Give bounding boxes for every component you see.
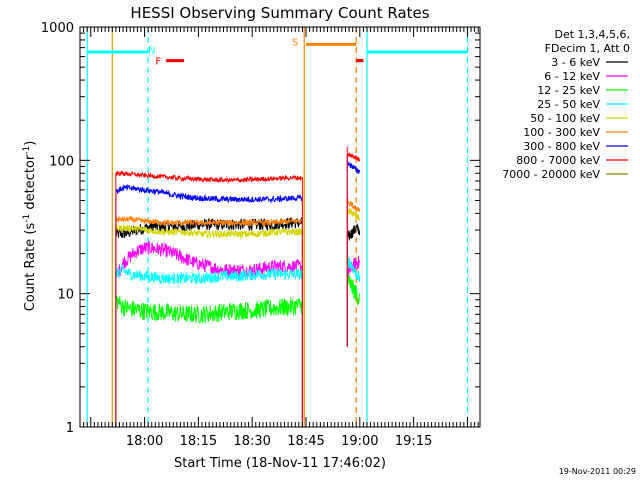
y-axis-label: Count Rate (s-1 detector-1): [22, 141, 38, 312]
x-tick-label: 18:15: [180, 434, 217, 449]
legend-label: 3 - 6 keV: [551, 56, 600, 69]
x-tick-label: 19:15: [395, 434, 432, 449]
legend-label: 7000 - 20000 keV: [502, 168, 600, 181]
legend-label: 50 - 100 keV: [530, 112, 600, 125]
y-axis-label-end: ): [23, 141, 38, 146]
series-line-segment2: [346, 152, 361, 162]
series-line-segment1: [115, 222, 303, 240]
footer-date: 19-Nov-2011 00:29: [559, 467, 636, 476]
flag-label: N: [148, 45, 155, 56]
series-line-segment2: [346, 161, 361, 174]
y-axis-label-sup1: -1: [22, 214, 32, 223]
x-tick-label: 18:45: [287, 434, 324, 449]
y-axis-label-sup2: -1: [22, 146, 32, 155]
legend-label: 300 - 800 keV: [523, 140, 600, 153]
legend-label: 100 - 300 keV: [523, 126, 600, 139]
legend: Det 1,3,4,5,6, FDecim 1, Att 0 3 - 6 keV…: [502, 28, 630, 181]
series-line-segment2: [346, 254, 361, 283]
x-tick-label: 18:00: [126, 434, 163, 449]
flag-label: F: [155, 57, 161, 68]
series-line-segment2: [346, 223, 361, 241]
y-axis-label-main: Count Rate (s: [23, 223, 38, 312]
plot-frame: [79, 26, 481, 428]
legend-header-line2: FDecim 1, Att 0: [545, 42, 630, 55]
legend-label: 12 - 25 keV: [537, 84, 600, 97]
legend-header-line1: Det 1,3,4,5,6,: [554, 28, 630, 41]
series-line-segment1: [115, 170, 303, 185]
x-tick-label: 19:00: [341, 434, 378, 449]
plot-area: N S F 1 10 100 1000 18:00 18:15 18:30 18:45 19:00 19…: [41, 21, 481, 449]
series-line-segment2: [347, 198, 361, 213]
series-line-segment1: [115, 295, 303, 324]
series-line-segment1: [115, 216, 303, 228]
y-tick-label: 1: [66, 421, 74, 436]
y-tick-label: 1000: [41, 21, 74, 36]
legend-label: 25 - 50 keV: [537, 98, 600, 111]
y-tick-label: 100: [49, 154, 74, 169]
series-line-segment1: [115, 183, 303, 204]
chart-title: HESSI Observing Summary Count Rates: [130, 4, 429, 22]
series-line-segment2: [346, 207, 361, 221]
series-line-segment2: [346, 273, 361, 305]
y-axis-label-mid: detector: [23, 154, 38, 214]
x-axis-label: Start Time (18-Nov-11 17:46:02): [174, 456, 386, 471]
x-tick-label: 18:30: [233, 434, 270, 449]
y-tick-label: 10: [57, 288, 74, 303]
legend-label: 800 - 7000 keV: [516, 154, 600, 167]
legend-label: 6 - 12 keV: [544, 70, 600, 83]
flag-label: S: [292, 37, 298, 48]
series-line-segment1: [115, 263, 303, 285]
data-layer: [86, 27, 469, 427]
